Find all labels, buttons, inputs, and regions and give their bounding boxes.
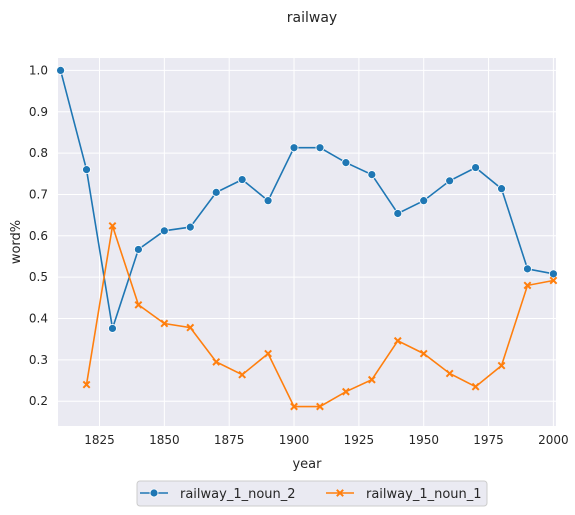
data-point [185, 222, 195, 232]
data-point [523, 264, 532, 274]
x-tick-label: 1900 [279, 433, 310, 447]
y-tick-label: 0.9 [29, 105, 48, 119]
x-marker-stroke [336, 489, 344, 497]
x-marker-stroke [108, 221, 117, 230]
legend: railway_1_noun_2 railway_1_noun_1 [136, 480, 488, 507]
data-point [290, 402, 298, 411]
x-marker-stroke [134, 300, 143, 309]
x-marker-stroke [367, 375, 376, 384]
data-point [445, 176, 455, 186]
data-point [316, 402, 324, 411]
y-tick-label: 0.3 [29, 353, 48, 367]
data-point [419, 349, 428, 358]
data-point [367, 170, 377, 180]
x-marker-stroke [316, 402, 324, 411]
x-marker-stroke [549, 276, 558, 285]
data-point [341, 158, 351, 168]
x-tick-label: 2000 [538, 433, 569, 447]
data-point [549, 276, 558, 285]
x-marker-stroke [341, 387, 350, 396]
x-tick-label: 1875 [214, 433, 245, 447]
series-layer [56, 66, 558, 411]
legend-marker [336, 489, 344, 497]
data-point [393, 209, 403, 218]
data-point [134, 300, 143, 309]
data-point [471, 163, 480, 172]
x-marker-stroke [238, 370, 247, 379]
x-marker-stroke [497, 361, 506, 370]
x-marker-stroke [82, 380, 91, 389]
data-point [160, 319, 169, 328]
data-point [341, 387, 350, 396]
y-tick-label: 0.7 [29, 187, 48, 201]
x-axis-ticks: 1825 1850 1875 1900 1925 1950 1975 2000 [84, 433, 568, 447]
x-marker-stroke [471, 382, 480, 391]
data-point [238, 370, 247, 379]
x-tick-label: 1825 [84, 433, 115, 447]
data-point [237, 175, 247, 184]
data-point [134, 245, 143, 254]
legend-box [136, 480, 488, 507]
data-point [82, 165, 91, 175]
x-marker-stroke [393, 336, 402, 345]
y-axis-ticks: 0.2 0.3 0.4 0.5 0.6 0.7 0.8 0.9 1.0 [29, 63, 48, 408]
data-point [445, 369, 454, 378]
y-tick-label: 0.6 [29, 229, 48, 243]
data-point [211, 187, 221, 197]
data-point [497, 361, 506, 370]
y-axis-label: word% [9, 220, 24, 264]
series-railway_1_noun_1 [82, 221, 558, 411]
series-railway_1_noun_2 [56, 66, 558, 333]
grid-lines [58, 58, 556, 426]
x-marker-stroke [419, 349, 428, 358]
x-marker-stroke [186, 323, 195, 332]
data-point [471, 382, 480, 391]
y-tick-label: 1.0 [29, 63, 48, 77]
data-point [315, 143, 325, 153]
x-marker-stroke [290, 402, 298, 411]
x-tick-label: 1925 [344, 433, 375, 447]
data-point [108, 324, 117, 333]
y-tick-label: 0.5 [29, 270, 48, 284]
x-marker-stroke [523, 281, 532, 290]
data-point [549, 269, 558, 279]
x-tick-label: 1850 [149, 433, 180, 447]
series-line [59, 70, 554, 329]
data-point [393, 336, 402, 345]
data-point [367, 375, 376, 384]
data-point [108, 221, 117, 230]
data-point [263, 196, 273, 206]
y-tick-label: 0.2 [29, 394, 48, 408]
x-marker-stroke [264, 349, 273, 358]
data-point [419, 196, 429, 206]
legend-label: railway_1_noun_2 [180, 487, 296, 502]
x-marker-stroke [160, 319, 169, 328]
y-tick-label: 0.8 [29, 146, 48, 160]
plot-area [58, 58, 556, 426]
data-point [212, 358, 221, 366]
data-point [82, 380, 91, 389]
data-point [497, 184, 506, 194]
data-point [186, 323, 195, 332]
x-tick-label: 1975 [473, 433, 504, 447]
y-tick-label: 0.4 [29, 311, 48, 325]
data-point [56, 66, 65, 75]
x-tick-label: 1950 [408, 433, 439, 447]
x-marker-stroke [212, 358, 221, 366]
x-marker-stroke [445, 369, 454, 378]
data-point [523, 281, 532, 290]
data-point [159, 226, 169, 236]
legend-marker [149, 488, 159, 498]
legend-label: railway_1_noun_1 [366, 487, 482, 502]
x-axis-label: year [292, 457, 322, 472]
chart-title: railway [287, 10, 337, 26]
data-point [289, 143, 299, 153]
data-point [264, 349, 273, 358]
